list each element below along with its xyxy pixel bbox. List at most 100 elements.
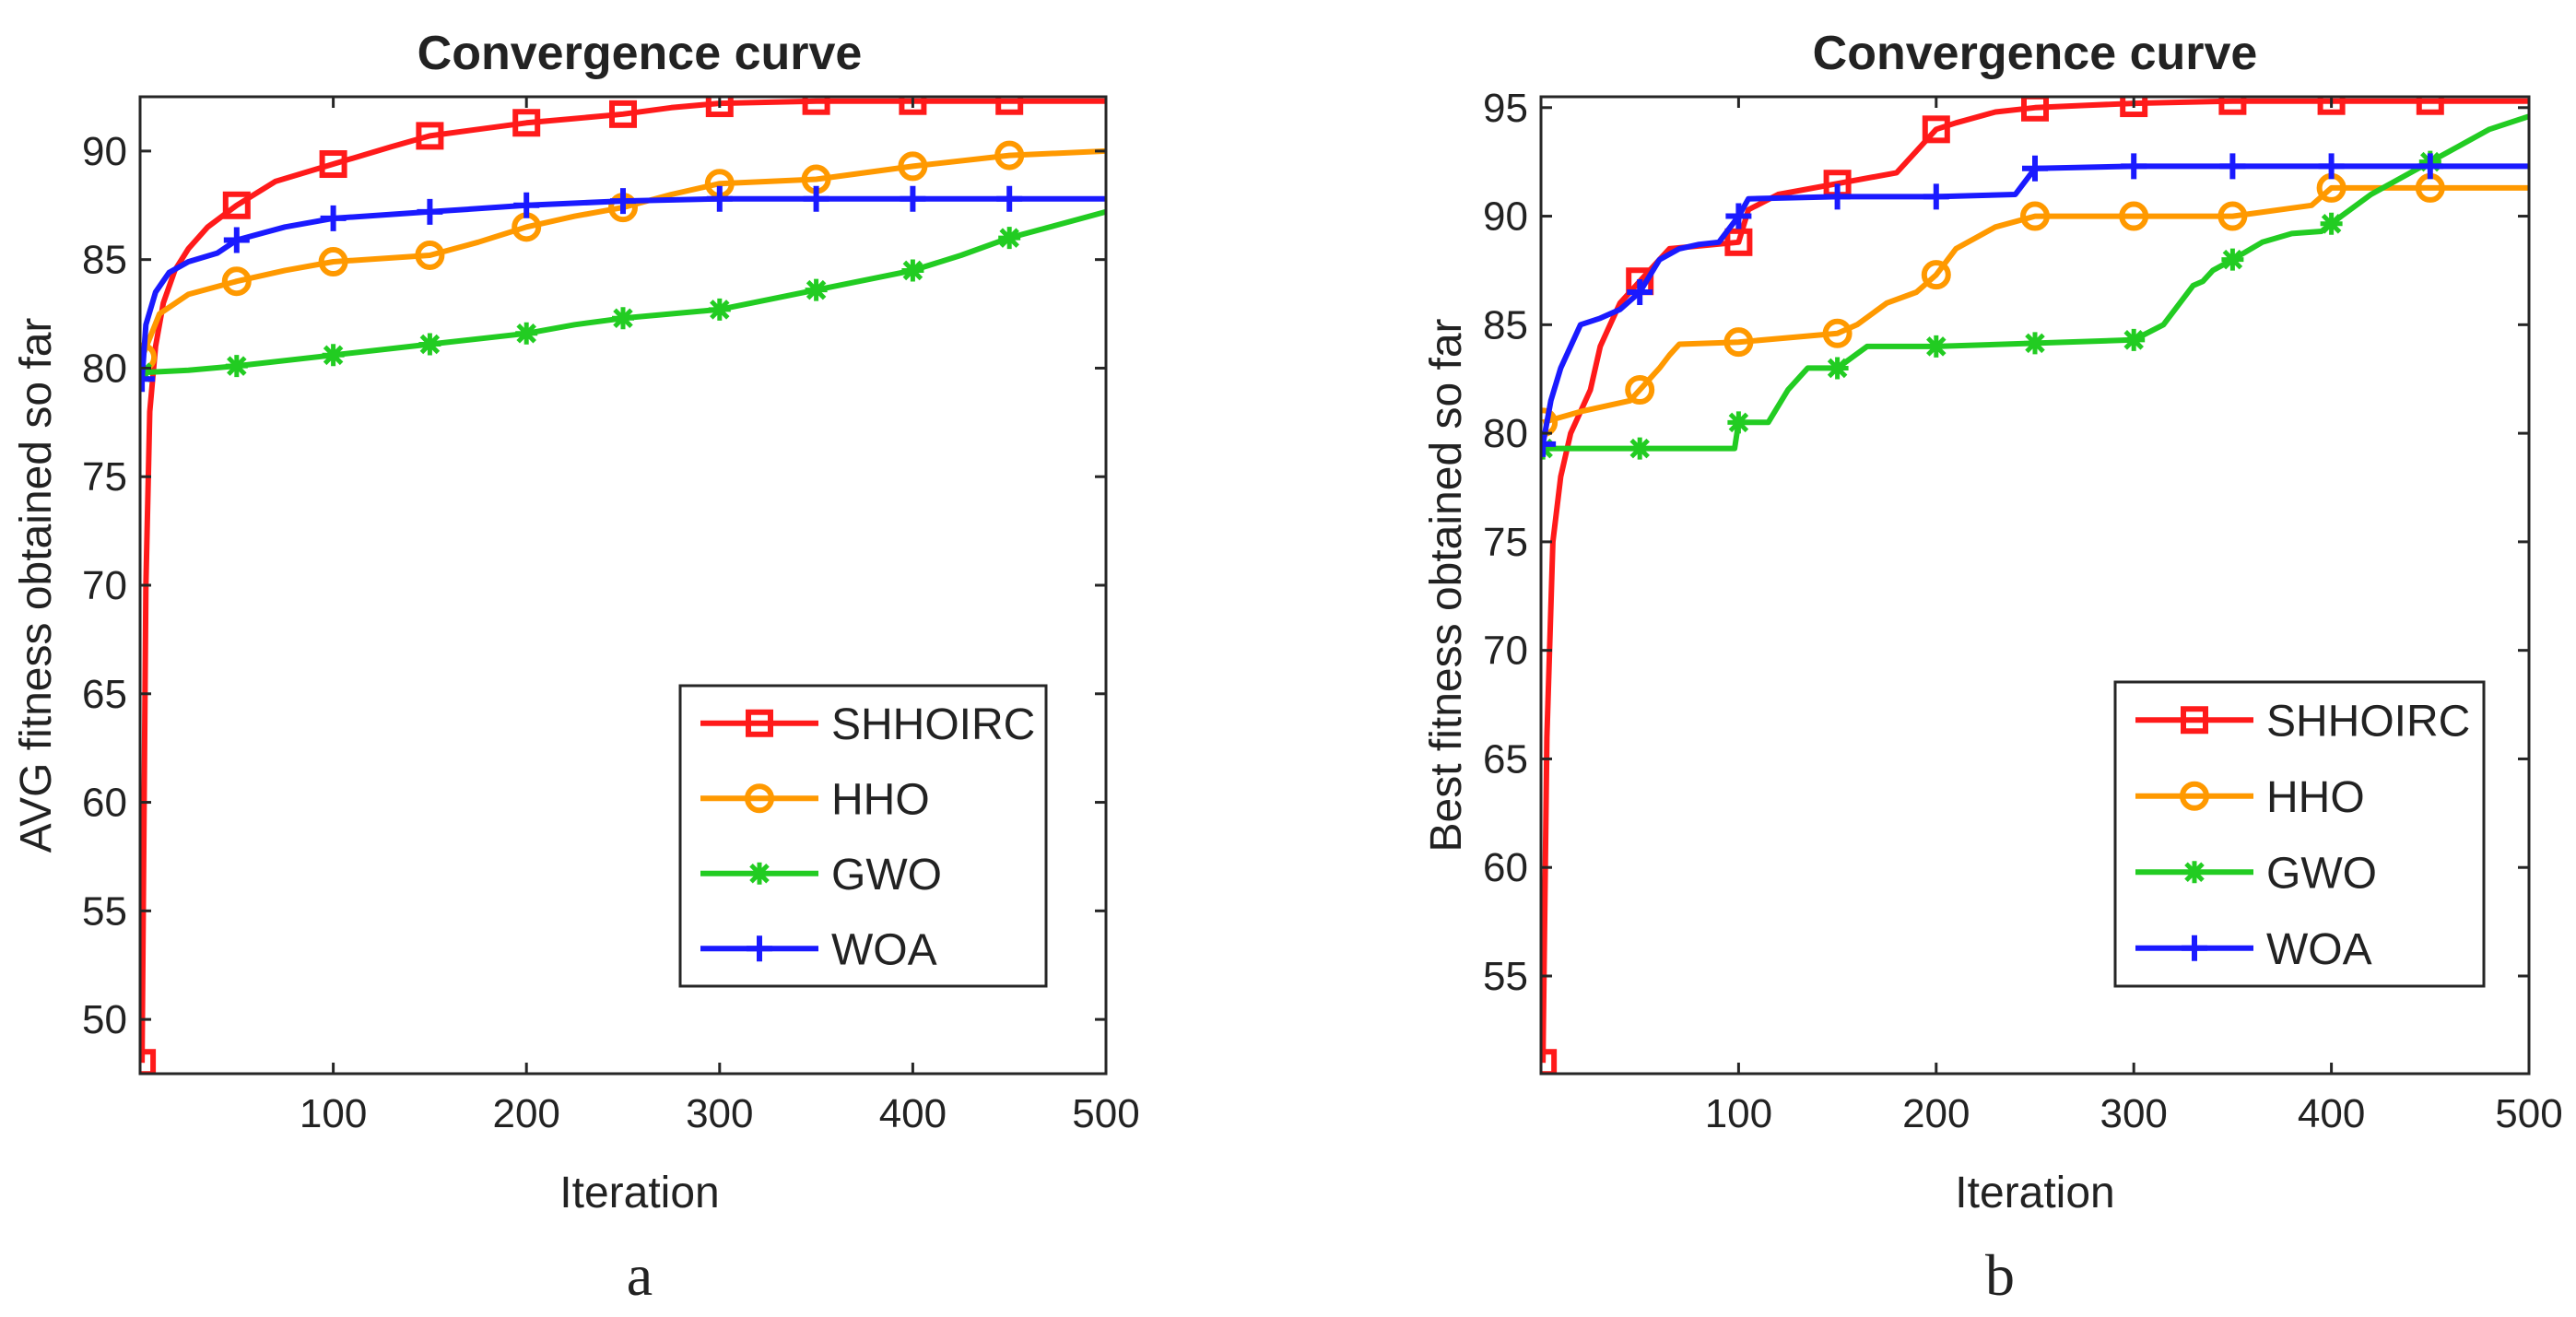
series-marker [2020, 201, 2050, 231]
series-marker [1923, 183, 1949, 210]
series-marker [2317, 97, 2346, 115]
plot-frame [138, 95, 1108, 1076]
x-tick-label: 300 [2100, 1091, 2167, 1136]
x-tick-label: 100 [1705, 1091, 1772, 1136]
series-woa [1541, 153, 2529, 457]
plot-frame [1539, 95, 2531, 1076]
series-marker [2022, 155, 2048, 182]
series-marker [1627, 279, 1653, 305]
series-marker [1921, 260, 1951, 290]
y-tick-label: 85 [82, 238, 127, 283]
series-marker [319, 150, 347, 179]
series-marker [515, 322, 538, 345]
series-marker [2221, 248, 2244, 271]
y-tick-label: 70 [82, 563, 127, 608]
series-marker [994, 140, 1025, 171]
series-marker [706, 185, 733, 212]
x-axis-label: Iteration [559, 1169, 719, 1217]
legend-marker [746, 709, 773, 737]
series-marker [995, 97, 1024, 115]
series-marker [802, 97, 830, 115]
y-tick-label: 55 [1483, 954, 1528, 999]
chart-title: Convergence curve [1813, 27, 2258, 80]
series-marker [2119, 201, 2149, 231]
series-marker [612, 307, 634, 330]
series-marker [322, 344, 345, 367]
series-marker [2318, 153, 2345, 180]
legend-marker [2181, 706, 2208, 735]
series-marker [900, 185, 926, 212]
series-marker [417, 198, 443, 225]
legend-box [2113, 680, 2486, 988]
panel-label: a [627, 1242, 653, 1308]
series-marker [2320, 212, 2343, 235]
series-marker [609, 100, 637, 128]
series-marker [2123, 328, 2146, 351]
chart-panel-a: Convergence curve 100 200 300 400 500 50 55 60 6… [12, 27, 1140, 1308]
y-tick-label: 90 [1483, 194, 1528, 240]
series-marker [2218, 97, 2247, 115]
series-marker [1922, 115, 1950, 144]
series-marker [512, 109, 541, 137]
series-marker [225, 355, 248, 378]
series-marker [222, 191, 251, 219]
series-marker [415, 240, 445, 270]
x-tick-label: 400 [879, 1091, 947, 1136]
series-marker [2417, 153, 2443, 180]
y-tick-label: 70 [1483, 629, 1528, 674]
series-marker [996, 185, 1023, 212]
series-marker [1822, 318, 1853, 348]
series-marker [899, 97, 927, 115]
series-line [140, 147, 1106, 359]
series-woa [140, 185, 1106, 393]
legend-marker [2182, 935, 2207, 961]
chart-panel-b: Convergence curve 100 200 300 400 500 55 60 65 7… [1422, 27, 2563, 1308]
x-tick-label: 500 [2495, 1091, 2562, 1136]
x-axis-label: Iteration [1955, 1169, 2114, 1217]
legend-label: GWO [2266, 849, 2377, 898]
series-marker [1725, 203, 1752, 229]
legend-label: HHO [831, 775, 930, 824]
legend-label: WOA [2266, 925, 2372, 974]
legend-label: SHHOIRC [831, 700, 1035, 749]
series-marker [2416, 97, 2444, 115]
legend-label: SHHOIRC [2266, 697, 2470, 746]
legend-label: HHO [2266, 773, 2365, 822]
x-tick-label: 200 [492, 1091, 559, 1136]
series-marker [1723, 327, 1754, 358]
y-tick-label: 90 [82, 129, 127, 174]
series-line [1541, 163, 2529, 445]
x-tick-label: 400 [2298, 1091, 2365, 1136]
series-marker [1629, 437, 1652, 460]
series-hho [140, 140, 1106, 372]
series-marker [998, 227, 1021, 250]
x-tick-label: 100 [300, 1091, 367, 1136]
y-axis-label: AVG fitness obtained so far [12, 318, 61, 853]
series-marker [2217, 201, 2248, 231]
series-marker [2120, 97, 2148, 118]
series-marker [140, 1049, 157, 1074]
legend-marker [747, 935, 772, 962]
y-tick-label: 75 [1483, 520, 1528, 565]
series-marker [1824, 183, 1851, 210]
series-marker [1727, 411, 1750, 434]
y-tick-label: 85 [1483, 302, 1528, 347]
legend-label: GWO [831, 851, 942, 900]
series-marker [418, 333, 441, 356]
x-tick-label: 500 [1072, 1091, 1139, 1136]
y-tick-label: 60 [1483, 845, 1528, 890]
series-marker [2024, 332, 2046, 355]
legend-box [678, 684, 1048, 988]
series-marker [1541, 1049, 1558, 1074]
legend-marker [745, 783, 774, 814]
series-marker [803, 185, 829, 212]
series-marker [320, 205, 347, 231]
y-tick-label: 50 [82, 997, 127, 1042]
y-tick-label: 80 [1483, 411, 1528, 456]
panel-label: b [1985, 1242, 2015, 1308]
series-marker [2219, 153, 2246, 180]
series-marker [705, 97, 734, 118]
y-tick-label: 80 [82, 346, 127, 391]
legend: SHHOIRC HHO GWO WOA [678, 684, 1048, 988]
y-tick-label: 55 [82, 888, 127, 934]
